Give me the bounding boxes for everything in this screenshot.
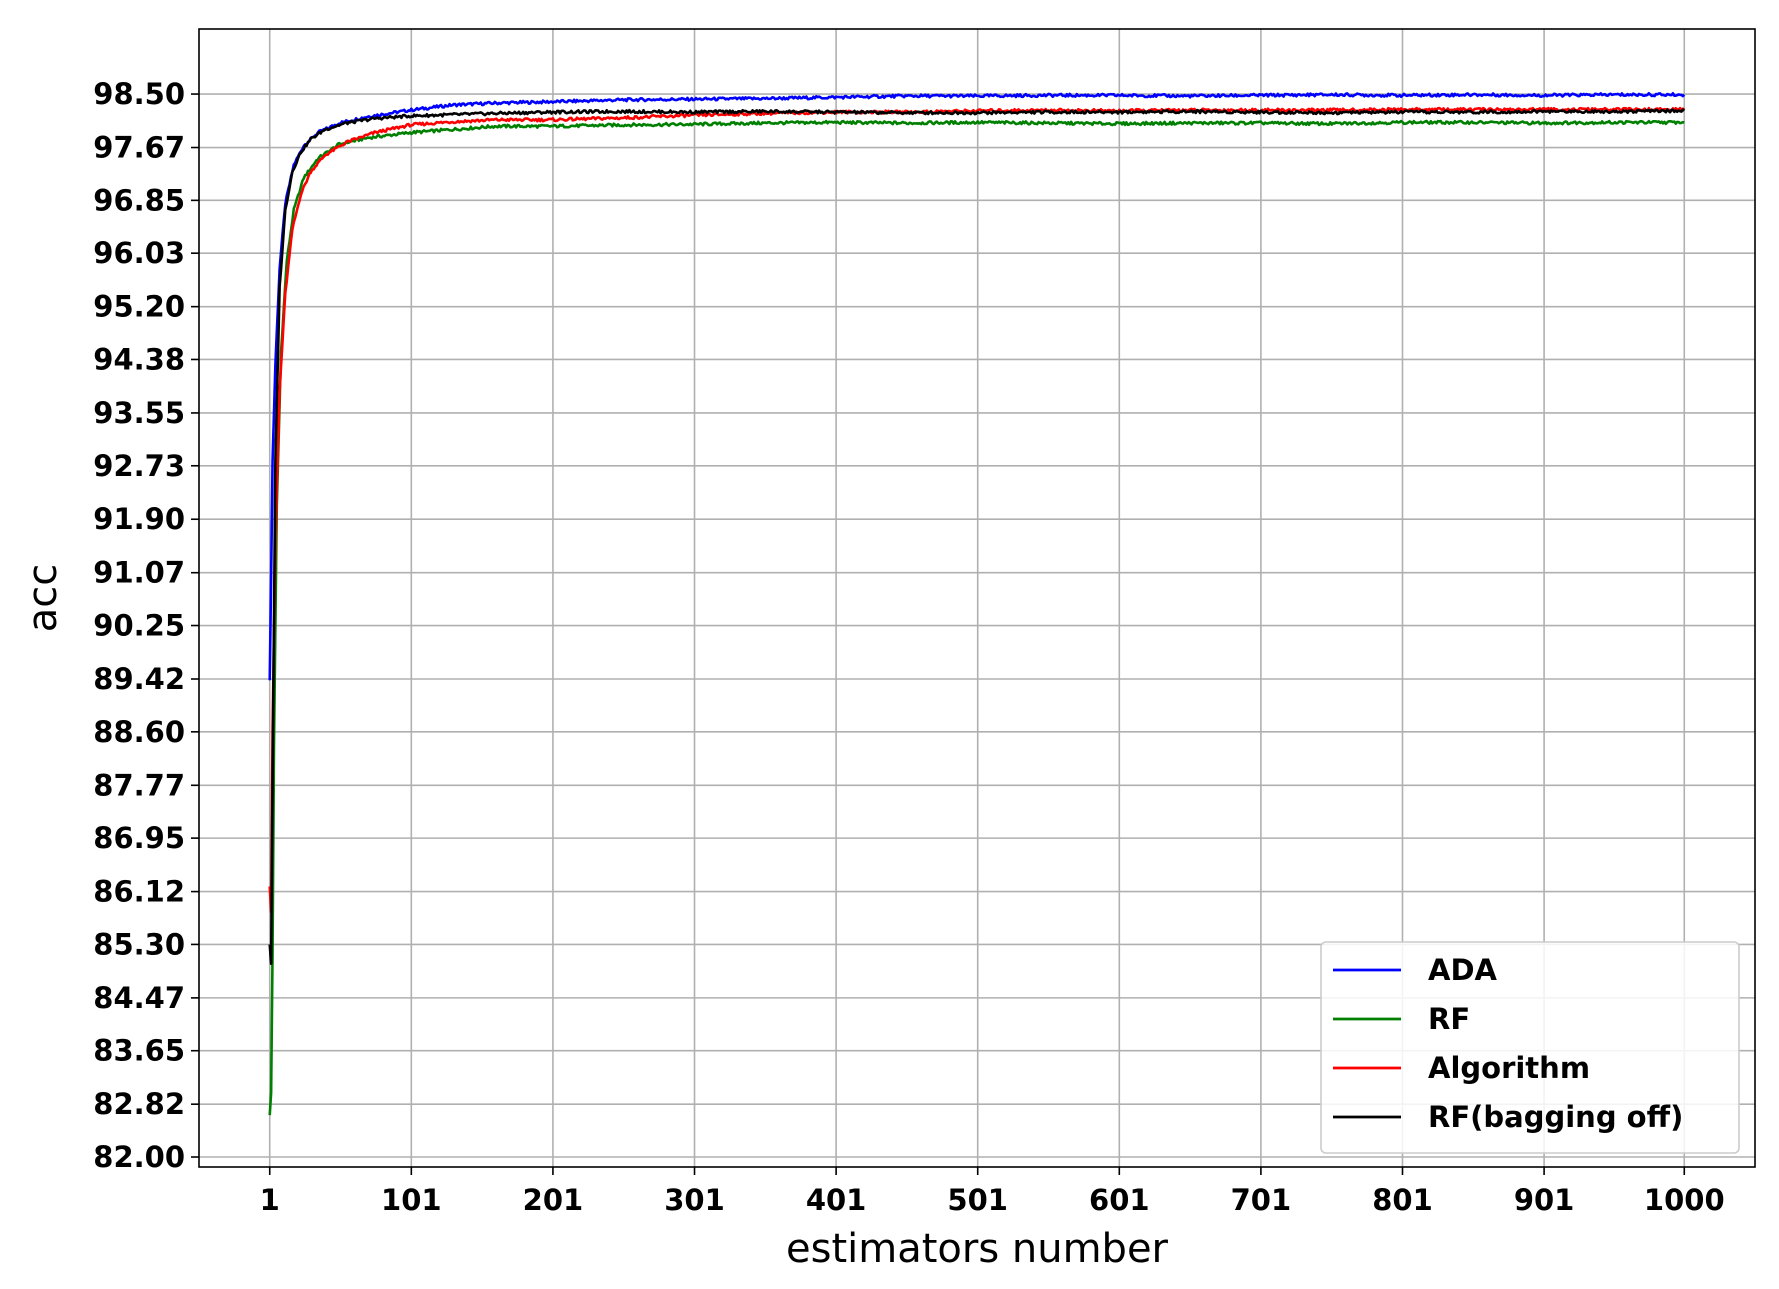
x-tick-label: 401 (806, 1183, 867, 1217)
y-tick-label: 82.00 (93, 1140, 185, 1174)
y-tick-label: 96.03 (93, 236, 185, 270)
x-axis: 1 101 201 301 401 501 601 701 801 901 1000 (260, 1167, 1725, 1217)
x-tick-label: 501 (947, 1183, 1008, 1217)
x-tick-label: 601 (1089, 1183, 1150, 1217)
y-axis-title: acc (20, 564, 66, 633)
y-tick-label: 89.42 (93, 662, 185, 696)
y-axis: 82.00 82.82 83.65 84.47 85.30 86.12 86.95 87.77… (93, 77, 199, 1174)
legend: ADA RF Algorithm RF(bagging off) (1320, 941, 1740, 1154)
y-tick-label: 97.67 (93, 131, 185, 165)
series-line-algorithm (268, 106, 1685, 914)
x-tick-label: 1000 (1644, 1183, 1725, 1217)
x-tick-label: 101 (381, 1183, 442, 1217)
series-layer (268, 91, 1686, 1116)
y-tick-label: 95.20 (93, 290, 185, 324)
legend-label-algorithm: Algorithm (1428, 1051, 1590, 1085)
x-tick-label: 201 (523, 1183, 584, 1217)
legend-box (1320, 941, 1740, 1154)
y-tick-label: 98.50 (93, 77, 185, 111)
y-tick-label: 93.55 (93, 396, 185, 430)
y-tick-label: 87.77 (93, 768, 185, 802)
y-tick-label: 84.47 (93, 981, 185, 1015)
y-tick-label: 86.95 (93, 821, 185, 855)
series-line-rf (268, 119, 1685, 1116)
x-tick-label: 301 (664, 1183, 725, 1217)
y-tick-label: 94.38 (93, 342, 185, 376)
x-axis-title: estimators number (786, 1226, 1169, 1272)
x-tick-label: 801 (1372, 1183, 1433, 1217)
y-tick-label: 83.65 (93, 1034, 185, 1068)
y-tick-label: 82.82 (93, 1087, 185, 1121)
y-tick-label: 86.12 (93, 875, 185, 909)
y-tick-label: 85.30 (93, 927, 185, 961)
y-tick-label: 96.85 (93, 183, 185, 217)
y-tick-label: 90.25 (93, 609, 185, 643)
x-tick-label: 701 (1231, 1183, 1292, 1217)
y-tick-label: 91.07 (93, 556, 185, 590)
legend-label-rf: RF (1428, 1002, 1470, 1036)
y-tick-label: 88.60 (93, 715, 185, 749)
series-line-rf-bagging-off (268, 108, 1686, 966)
x-tick-label: 1 (260, 1183, 280, 1217)
legend-label-rf-bagging-off: RF(bagging off) (1428, 1100, 1683, 1134)
legend-label-ada: ADA (1428, 953, 1498, 987)
y-tick-label: 91.90 (93, 502, 185, 536)
y-tick-label: 92.73 (93, 449, 185, 483)
x-tick-label: 901 (1514, 1183, 1575, 1217)
series-line-ada (268, 91, 1686, 681)
